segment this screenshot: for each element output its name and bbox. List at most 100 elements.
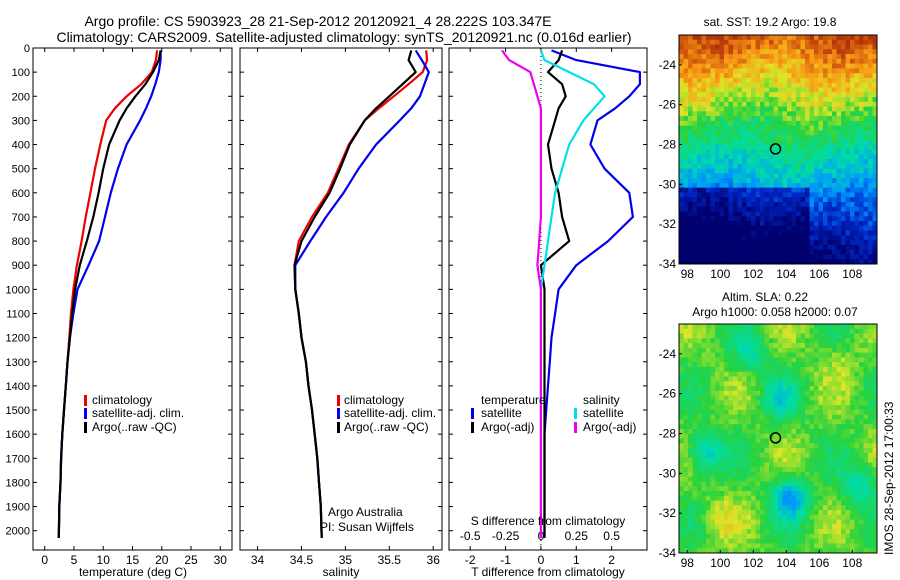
map-cell (836, 97, 842, 103)
map-cell (863, 125, 869, 132)
map-cell (782, 44, 788, 50)
map-cell (845, 500, 851, 506)
map-cell (719, 216, 725, 222)
map-cell (850, 395, 856, 401)
map-cell (719, 120, 725, 127)
map-cell (710, 63, 716, 69)
map-cell (850, 376, 856, 382)
map-cell (719, 259, 725, 264)
map-cell (841, 457, 847, 463)
map-cell (823, 82, 829, 89)
map-cell (715, 58, 721, 65)
map-cell (805, 225, 811, 232)
map-cell (850, 486, 856, 492)
map-cell (778, 514, 784, 521)
map-cell (859, 486, 865, 492)
map-cell (706, 116, 712, 122)
map-cell (872, 328, 877, 335)
map-cell (710, 139, 716, 146)
map-cell (733, 120, 739, 127)
map-cell (719, 130, 725, 136)
map-cell (782, 149, 788, 155)
map-cell (863, 44, 869, 50)
map-cell (872, 438, 877, 444)
map-cell (836, 462, 842, 468)
map-cell (854, 366, 860, 373)
map-cell (782, 533, 788, 540)
map-cell (715, 120, 721, 127)
map-cell (818, 462, 824, 468)
map-cell (818, 201, 824, 208)
map-cell (679, 362, 685, 368)
legend-swatch-temp-argo (471, 422, 474, 433)
map-cell (832, 390, 838, 397)
map-cell (814, 476, 820, 483)
map-cell (832, 471, 838, 478)
map-cell (719, 206, 725, 213)
lat-tick-label: -34 (659, 546, 677, 560)
map-cell (692, 54, 698, 60)
map-cell (706, 230, 712, 236)
map-cell (778, 471, 784, 478)
map-cell (850, 39, 856, 46)
map-cell (764, 216, 770, 222)
map-cell (818, 519, 824, 525)
map-cell (805, 182, 811, 189)
map-cell (782, 357, 788, 363)
map-cell (710, 182, 716, 189)
map-cell (805, 149, 811, 155)
map-cell (683, 163, 689, 170)
map-cell (706, 371, 712, 378)
map-cell (854, 428, 860, 435)
map-cell (836, 386, 842, 392)
map-cell (706, 352, 712, 358)
map-cell (692, 409, 698, 416)
map-cell (728, 254, 734, 260)
map-cell (697, 495, 703, 502)
map-cell (863, 462, 869, 468)
map-cell (787, 414, 793, 421)
map-cell (715, 328, 721, 335)
map-cell (755, 471, 761, 478)
map-cell (751, 54, 757, 60)
map-cell (706, 144, 712, 151)
map-cell (760, 163, 766, 170)
map-cell (769, 462, 775, 468)
map-cell (679, 106, 685, 112)
map-cell (800, 254, 806, 260)
map-cell (679, 495, 685, 502)
map-cell (859, 490, 865, 497)
map-cell (841, 120, 847, 127)
map-cell (724, 400, 730, 406)
map-cell (755, 97, 761, 103)
salinity-axes: 34 34.5 35 35.5 36 (240, 47, 442, 567)
map-cell (733, 63, 739, 69)
map-cell (692, 548, 698, 553)
map-cell (751, 386, 757, 392)
map-cell (787, 409, 793, 416)
map-cell (701, 500, 707, 506)
map-cell (746, 201, 752, 208)
map-cell (823, 216, 829, 222)
map-cell (791, 519, 797, 525)
map-cell (733, 529, 739, 535)
map-cell (836, 173, 842, 179)
map-cell (697, 135, 703, 141)
map-cell (832, 125, 838, 132)
map-cell (746, 462, 752, 468)
map-cell (868, 438, 874, 444)
map-cell (697, 182, 703, 189)
map-cell (755, 371, 761, 378)
map-cell (710, 135, 716, 141)
map-cell (845, 206, 851, 213)
map-cell (737, 35, 743, 41)
map-cell (809, 366, 815, 373)
map-cell (755, 352, 761, 358)
map-cell (868, 254, 874, 260)
map-cell (715, 376, 721, 382)
map-cell (868, 371, 874, 378)
map-cell (841, 428, 847, 435)
map-cell (706, 452, 712, 459)
map-cell (845, 381, 851, 387)
